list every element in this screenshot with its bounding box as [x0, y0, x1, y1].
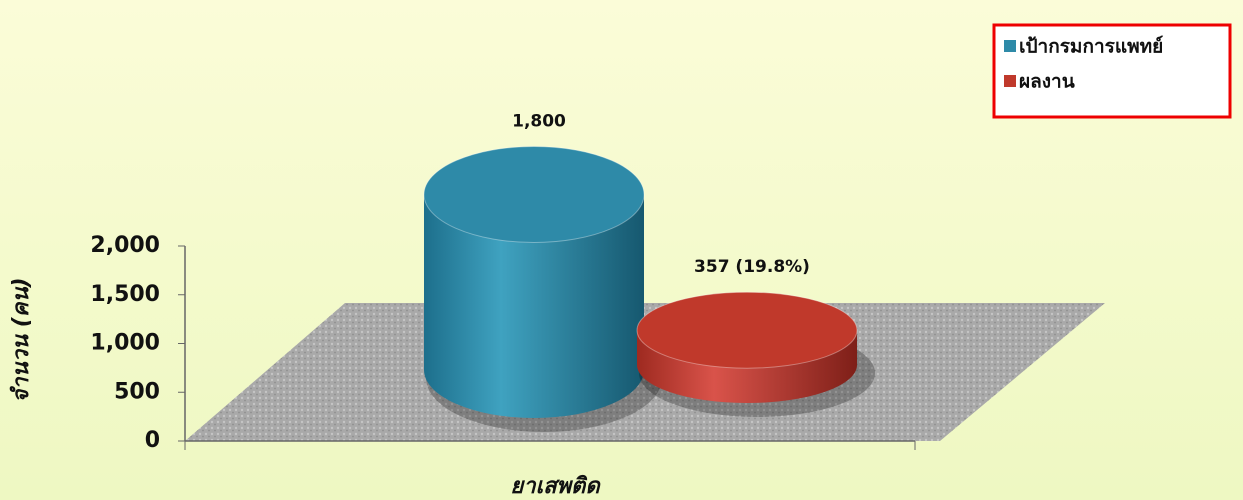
value-label: 1,800 — [512, 112, 566, 132]
y-tick-label: 2,000 — [90, 233, 160, 258]
legend-swatch — [1004, 75, 1016, 87]
legend-label: ผลงาน — [1019, 71, 1075, 93]
y-axis-label: จำนวน (คน) — [9, 277, 34, 402]
y-tick-label: 0 — [145, 428, 160, 453]
cylinder-top — [636, 291, 858, 369]
y-tick-label: 1,500 — [90, 282, 160, 307]
cylinder-top — [423, 146, 645, 243]
legend — [992, 23, 1232, 119]
value-label: 357 (19.8%) — [694, 257, 810, 277]
cylinder — [424, 194, 644, 418]
x-category-label: ยาเสพติด — [510, 474, 601, 499]
legend-label: เป้ากรมการแพทย์ — [1019, 36, 1163, 58]
y-tick-label: 500 — [114, 379, 160, 404]
y-tick-label: 1,000 — [90, 331, 160, 356]
legend-swatch — [1004, 40, 1016, 52]
